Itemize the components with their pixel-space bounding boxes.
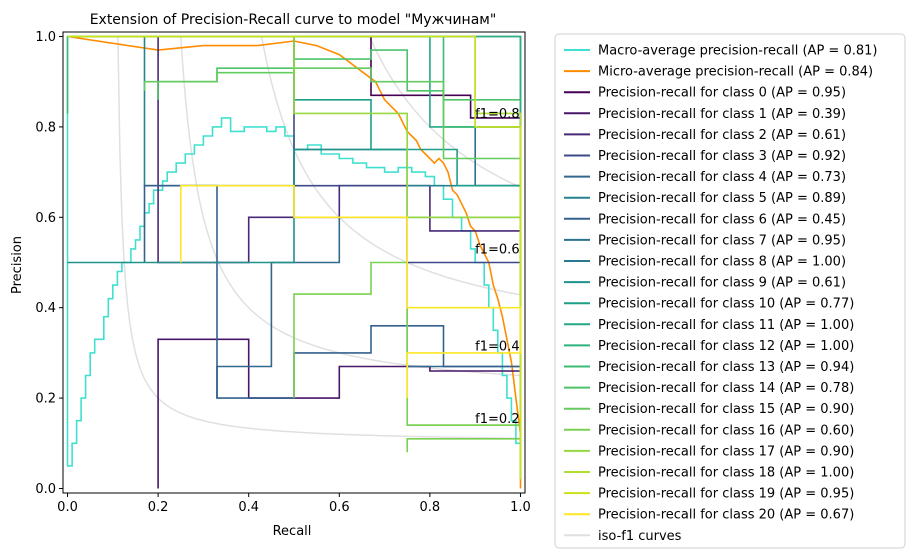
y-tick-label: 0.0	[35, 482, 56, 497]
series-line	[293, 261, 522, 453]
legend: Macro-average precision-recall (AP = 0.8…	[554, 33, 906, 549]
legend-entry: Precision-recall for class 7 (AP = 0.95)	[598, 233, 846, 248]
y-axis-label: Precision	[10, 236, 25, 294]
y-ticks: 0.0 0.2 0.4 0.6 0.8 1.0	[35, 30, 63, 497]
legend-box	[554, 33, 906, 549]
series-line	[66, 36, 521, 467]
legend-entry: Precision-recall for class 1 (AP = 0.39)	[598, 107, 846, 122]
x-axis-label: Recall	[273, 524, 312, 539]
iso-f1-curve	[368, 36, 521, 188]
iso-f1-label: f1=0.4	[475, 339, 519, 354]
x-tick-label: 0.6	[329, 500, 350, 515]
x-tick-label: 0.4	[238, 500, 259, 515]
iso-f1-label: f1=0.8	[475, 107, 519, 122]
legend-entry: Precision-recall for class 20 (AP = 0.67…	[598, 508, 854, 523]
legend-entry: Precision-recall for class 3 (AP = 0.92)	[598, 149, 846, 164]
series-layer	[66, 35, 522, 489]
y-tick-label: 0.8	[35, 120, 56, 135]
y-tick-label: 1.0	[35, 30, 56, 45]
chart-title: Extension of Precision-Recall curve to m…	[90, 12, 497, 28]
x-tick-label: 1.0	[510, 500, 531, 515]
series-line	[67, 35, 522, 489]
legend-entry: Precision-recall for class 16 (AP = 0.60…	[598, 423, 854, 438]
legend-entry: Precision-recall for class 17 (AP = 0.90…	[598, 444, 854, 459]
series-line	[157, 338, 521, 489]
y-tick-label: 0.2	[35, 392, 56, 407]
legend-entry: Precision-recall for class 18 (AP = 1.00…	[598, 466, 854, 481]
legend-entry: Precision-recall for class 14 (AP = 0.78…	[598, 381, 854, 396]
y-tick-label: 0.4	[35, 301, 56, 316]
series-line	[180, 184, 522, 399]
legend-entry: Precision-recall for class 5 (AP = 0.89)	[598, 191, 846, 206]
plot-frame	[62, 31, 526, 494]
legend-entry: Precision-recall for class 6 (AP = 0.45)	[598, 212, 846, 227]
iso-f1-label: f1=0.2	[475, 412, 519, 427]
legend-entry: Precision-recall for class 15 (AP = 0.90…	[598, 402, 854, 417]
x-tick-label: 0.8	[420, 500, 441, 515]
iso-f1-curve	[117, 36, 521, 440]
legend-entry: Precision-recall for class 2 (AP = 0.61)	[598, 128, 846, 143]
legend-entry: Precision-recall for class 0 (AP = 0.95)	[598, 86, 846, 101]
legend-entry: Precision-recall for class 12 (AP = 1.00…	[598, 339, 854, 354]
legend-entry: Micro-average precision-recall (AP = 0.8…	[598, 65, 873, 80]
iso-f1-label: f1=0.6	[475, 242, 519, 257]
x-tick-label: 0.2	[148, 500, 169, 515]
legend-entry: iso-f1 curves	[598, 529, 682, 544]
legend-entry: Precision-recall for class 10 (AP = 0.77…	[598, 297, 854, 312]
series-line	[67, 35, 522, 480]
x-ticks: 0.0 0.2 0.4 0.6 0.8 1.0	[57, 493, 531, 515]
legend-entry: Precision-recall for class 13 (AP = 0.94…	[598, 360, 854, 375]
legend-entry: Precision-recall for class 19 (AP = 0.95…	[598, 487, 854, 502]
legend-entry: Macro-average precision-recall (AP = 0.8…	[598, 44, 877, 59]
legend-entry: Precision-recall for class 9 (AP = 0.61)	[598, 276, 846, 291]
iso-f1-curves	[117, 36, 521, 440]
x-tick-label: 0.0	[57, 500, 78, 515]
legend-entry: Precision-recall for class 4 (AP = 0.73)	[598, 170, 846, 185]
y-tick-label: 0.6	[35, 211, 56, 226]
legend-entry: Precision-recall for class 11 (AP = 1.00…	[598, 318, 854, 333]
iso-f1-curve	[260, 36, 521, 296]
legend-entry: Precision-recall for class 8 (AP = 1.00)	[598, 255, 846, 270]
iso-f1-labels: f1=0.2 f1=0.4 f1=0.6 f1=0.8	[475, 107, 519, 427]
